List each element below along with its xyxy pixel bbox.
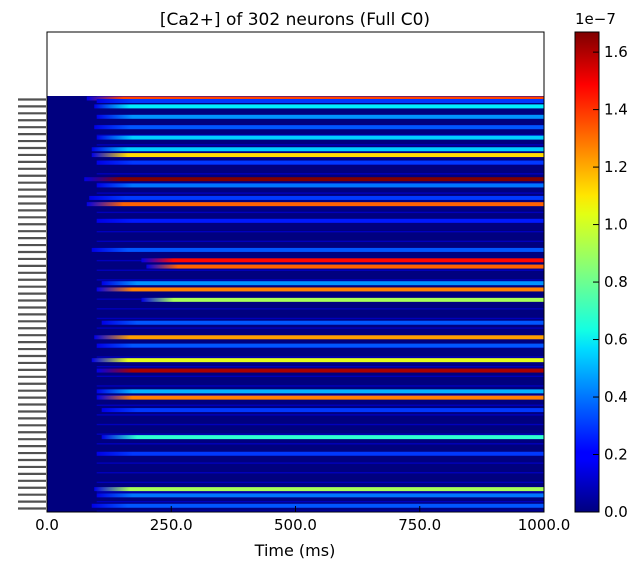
neuron-band (101, 320, 545, 325)
colorbar-tick-label: 0.6 (604, 331, 628, 349)
neuron-band (91, 503, 544, 508)
neuron-band (86, 202, 544, 207)
neuron-band (89, 195, 545, 200)
row-stripe (96, 481, 544, 484)
x-tick-label: 750.0 (398, 516, 441, 534)
row-stripe (96, 134, 544, 136)
row-stripe (96, 510, 544, 512)
row-stripe (96, 240, 544, 243)
row-stripe (96, 443, 544, 445)
row-tick-labels (18, 98, 46, 510)
neuron-band (96, 389, 544, 394)
neuron-band (96, 183, 544, 188)
neuron-band (96, 287, 544, 292)
neuron-band (96, 343, 544, 348)
x-axis-ticks: 0.0 250.0 500.0 750.0 1000.0 (35, 506, 570, 534)
colorbar-tick-label: 0.2 (604, 446, 628, 464)
row-stripe (96, 491, 544, 493)
neuron-band (96, 135, 544, 140)
neuron-band (91, 147, 544, 152)
row-stripe (96, 230, 544, 233)
chart-title: [Ca2+] of 302 neurons (Full C0) (160, 10, 430, 30)
row-stripe (96, 404, 544, 406)
x-tick-label: 1000.0 (518, 516, 571, 534)
neuron-band (96, 451, 544, 456)
row-stripe (96, 317, 544, 320)
row-stripe (96, 356, 544, 358)
neuron-band (91, 358, 544, 363)
row-stripe (96, 269, 544, 271)
neuron-band (94, 104, 544, 109)
row-stripe (96, 414, 544, 416)
neuron-band (96, 114, 544, 119)
colorbar-ticks: 0.0 0.2 0.4 0.6 0.8 1.0 1.2 1.4 1.6 (593, 43, 628, 521)
colorbar-tick-label: 1.0 (604, 216, 628, 234)
neuron-band (96, 218, 544, 223)
neuron-band (96, 160, 544, 165)
neuron-band (101, 435, 545, 440)
plot-area (18, 31, 545, 513)
row-stripe (96, 211, 544, 214)
colorbar-tick-label: 0.4 (604, 388, 628, 406)
neuron-band (101, 408, 545, 413)
colorbar-tick-label: 1.4 (604, 101, 628, 119)
colorbar-tick-label: 1.2 (604, 158, 628, 176)
heatmap-bands (84, 96, 545, 512)
row-stripe (96, 375, 544, 378)
colorbar-fill (574, 31, 600, 513)
row-stripe (96, 192, 544, 194)
x-axis-label: Time (ms) (254, 541, 336, 560)
colorbar-tick-label: 0.8 (604, 273, 628, 291)
neuron-band (84, 177, 545, 182)
neuron-band (96, 368, 544, 373)
row-stripe (96, 365, 544, 368)
row-stripe (96, 462, 544, 464)
neuron-band (96, 98, 544, 103)
neuron-band (141, 297, 544, 302)
neuron-band (96, 493, 544, 498)
row-stripe (96, 144, 544, 146)
row-stripe (96, 423, 544, 426)
neuron-band (86, 96, 544, 101)
row-stripe (96, 433, 544, 435)
row-stripe (96, 308, 544, 310)
row-stripe (96, 173, 544, 175)
neuron-band (101, 281, 545, 286)
neuron-band (91, 247, 544, 252)
colorbar: 0.0 0.2 0.4 0.6 0.8 1.0 1.2 1.4 1.6 1e−7 (574, 10, 628, 521)
colorbar-exponent: 1e−7 (575, 10, 616, 28)
neuron-band (96, 395, 544, 400)
neuron-band (146, 264, 544, 269)
heatmap-background (47, 96, 544, 512)
neuron-band (91, 153, 544, 158)
row-stripe (96, 327, 544, 329)
row-stripe (96, 385, 544, 387)
x-tick-label: 500.0 (274, 516, 317, 534)
neuron-band (94, 487, 544, 492)
colorbar-tick-label: 1.6 (604, 43, 628, 61)
neuron-band (94, 125, 544, 130)
row-stripe (96, 500, 544, 503)
neuron-band (141, 258, 544, 263)
x-tick-label: 0.0 (35, 516, 59, 534)
x-tick-label: 250.0 (150, 516, 193, 534)
colorbar-tick-label: 0.0 (604, 503, 628, 521)
row-stripe (96, 279, 544, 281)
row-stripe (96, 472, 544, 474)
neuron-band (94, 335, 544, 340)
